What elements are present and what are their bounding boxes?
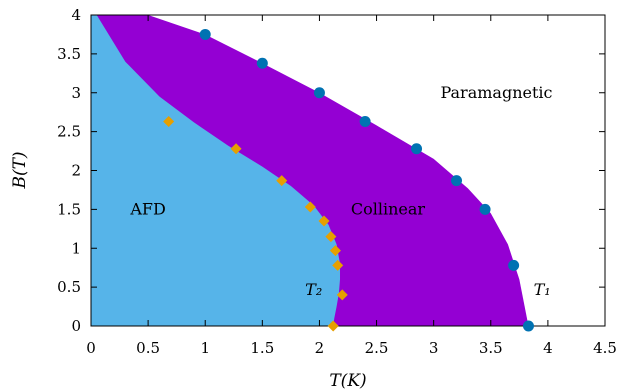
diamond-data-point bbox=[318, 215, 330, 227]
diamond-data-point bbox=[329, 245, 341, 257]
x-tick-label: 2.5 bbox=[365, 339, 389, 357]
x-tick-label: 1 bbox=[200, 339, 210, 357]
diamond-data-point bbox=[327, 320, 339, 332]
diamond-data-point bbox=[230, 143, 242, 155]
x-tick-label: 0 bbox=[86, 339, 96, 357]
y-tick-label: 1.5 bbox=[57, 200, 81, 218]
y-tick-label: 4 bbox=[71, 6, 81, 24]
y-tick-label: 0.5 bbox=[57, 278, 81, 296]
diamond-data-point bbox=[163, 116, 175, 128]
diamond-data-point bbox=[325, 231, 337, 243]
circle-data-point bbox=[522, 320, 534, 332]
x-axis-title: T(K) bbox=[329, 371, 366, 391]
y-tick-label: 3.5 bbox=[57, 45, 81, 63]
diamond-data-point bbox=[304, 201, 316, 213]
region-labels: AFD Collinear Paramagnetic T₂ T₁ bbox=[129, 83, 552, 299]
x-tick-label: 2 bbox=[315, 339, 325, 357]
x-tick-label: 0.5 bbox=[136, 339, 160, 357]
y-tick-label: 3 bbox=[71, 84, 81, 102]
curve-label: T₁ bbox=[534, 280, 551, 299]
afd-region bbox=[91, 15, 341, 326]
region-label-collinear: Collinear bbox=[351, 199, 426, 218]
data-markers bbox=[163, 28, 534, 332]
region-label-afd: AFD bbox=[129, 199, 165, 218]
y-axis-title: B(T) bbox=[10, 151, 30, 189]
x-tick-label: 4 bbox=[543, 339, 553, 357]
circle-data-point bbox=[451, 175, 463, 187]
circle-data-point bbox=[199, 28, 211, 40]
x-tick-label: 4.5 bbox=[593, 339, 617, 357]
circle-data-point bbox=[313, 87, 325, 99]
circle-data-point bbox=[411, 143, 423, 155]
y-tick-label: 1 bbox=[71, 239, 81, 257]
x-tick-label: 3 bbox=[429, 339, 439, 357]
phase-regions bbox=[91, 15, 529, 326]
y-tick-label: 2 bbox=[71, 162, 81, 180]
diamond-data-point bbox=[336, 289, 348, 301]
circle-data-point bbox=[359, 116, 371, 128]
diamond-data-point bbox=[276, 175, 288, 187]
curve-label: T₂ bbox=[305, 280, 322, 299]
y-tick-label: 0 bbox=[71, 317, 81, 335]
x-tick-label: 1.5 bbox=[250, 339, 274, 357]
x-tick-label: 3.5 bbox=[479, 339, 503, 357]
circle-data-point bbox=[256, 57, 268, 69]
axes: 0 0.5 1 1.5 2 2.5 3 3.5 4 4.5 0 0.5 1 1.5 2 2.5 3 3.5 4 bbox=[57, 6, 617, 357]
diamond-data-point bbox=[332, 259, 344, 271]
y-tick-label: 2.5 bbox=[57, 123, 81, 141]
circle-data-point bbox=[479, 203, 491, 215]
circle-data-point bbox=[508, 259, 520, 271]
region-label-paramagnetic: Paramagnetic bbox=[440, 83, 552, 102]
